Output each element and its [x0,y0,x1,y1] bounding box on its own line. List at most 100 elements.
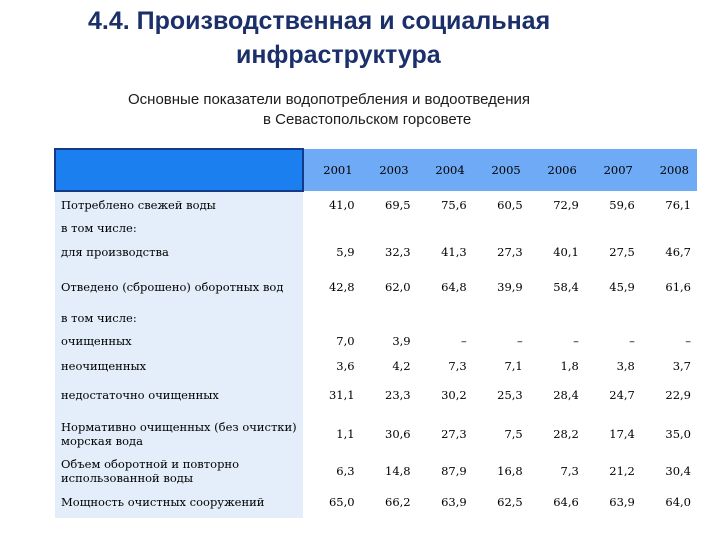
table-cell: 41,3 [441,245,467,259]
table-cell: 17,4 [609,427,635,441]
table-cell: 27,3 [441,427,467,441]
table-cell: 61,6 [665,280,691,294]
table-cell: 5,9 [336,245,355,259]
row-label: Мощность очистных сооружений [55,486,303,518]
table-cell: 23,3 [385,388,411,402]
year-header: 2003 [360,149,417,191]
indicators-table: 2001 2003 2004 2005 2006 2007 2008 Потре… [54,148,697,518]
table-cell: – [460,334,467,348]
table-cell: 64,6 [553,495,579,509]
table-cell: 76,1 [665,197,691,212]
table-row: Потреблено свежей воды 41,0 69,5 75,6 60… [55,191,697,218]
row-label: очищенных [55,328,303,354]
table-cell: 87,9 [441,464,467,478]
table-cell: 14,8 [385,464,411,478]
table-cell: 27,3 [497,245,523,259]
year-header: 2006 [528,149,585,191]
table-cell: 35,0 [665,427,691,441]
table-cell: – [629,334,635,348]
year-header: 2005 [472,149,529,191]
table-row: Мощность очистных сооружений 65,0 66,2 6… [55,486,697,518]
table-cell: – [517,334,523,348]
table-row: неочищенных 3,6 4,2 7,3 7,1 1,8 3,8 3,7 [55,354,697,378]
row-label: для производства [55,238,303,266]
table-cell: 40,1 [553,245,579,259]
slide-title-line-2: инфраструктура [236,41,441,69]
table-cell: 25,3 [497,388,523,402]
table-cell: 24,7 [609,388,635,402]
table-cell: 22,9 [665,388,691,402]
table-cell: 1,8 [560,359,579,373]
table-cell: 69,5 [385,197,411,212]
table-cell: 59,6 [609,197,635,212]
row-label: Отведено (сброшено) оборотных вод [55,266,303,308]
table-cell: 7,3 [448,359,467,373]
table-cell: 62,5 [497,495,523,509]
table-cell: 31,1 [328,388,355,402]
table-cell: 66,2 [385,495,411,509]
table-cell: 3,7 [672,359,691,373]
table-cell: 7,5 [504,427,523,441]
table-cell: 27,5 [609,245,635,259]
table-row: в том числе: [55,308,697,328]
table-cell: 7,0 [336,334,355,348]
table-caption-line-1: Основные показатели водопотребления и во… [128,91,531,108]
indicators-table-container: 2001 2003 2004 2005 2006 2007 2008 Потре… [54,148,697,532]
table-caption-line-2: в Севастопольском горсовете [263,111,472,128]
table-cell: 7,1 [504,359,523,373]
table-cell: 63,9 [441,495,467,509]
row-label: недостаточно очищенных [55,378,303,412]
row-label: неочищенных [55,354,303,378]
table-cell: 30,4 [665,464,691,478]
table-cell: 72,9 [553,197,579,212]
slide-title-line-1: 4.4. Производственная и социальная [88,7,551,35]
table-cell: 64,0 [665,495,691,509]
table-cell: 75,6 [441,197,467,212]
table-row: Нормативно очищенных (без очистки) морск… [55,412,697,456]
table-cell: 45,9 [609,280,635,294]
table-cell: – [573,334,579,348]
table-row: для производства 5,9 32,3 41,3 27,3 40,1… [55,238,697,266]
row-label: Нормативно очищенных (без очистки) морск… [55,412,303,456]
row-label: Объем оборотной и повторно использованно… [55,456,303,486]
row-label: в том числе: [55,308,303,328]
table-cell: 16,8 [497,464,523,478]
table-cell: 39,9 [497,280,523,294]
table-cell: 63,9 [609,495,635,509]
table-cell: 58,4 [553,280,579,294]
table-cell: 7,3 [560,464,579,478]
table-cell: 30,6 [385,427,411,441]
table-cell: 28,4 [553,388,579,402]
table-cell: 41,0 [328,197,355,212]
table-cell: 30,2 [441,388,467,402]
table-cell: 28,2 [553,427,579,441]
table-cell: 3,9 [392,334,411,348]
table-cell: 32,3 [385,245,411,259]
row-label: в том числе: [55,218,303,238]
table-cell: – [685,334,691,348]
table-cell: 42,8 [328,280,355,294]
table-cell: 3,8 [616,359,635,373]
row-label: Потреблено свежей воды [55,191,303,218]
table-cell: 6,3 [336,464,355,478]
table-cell: 4,2 [392,359,411,373]
table-cell: 1,1 [336,427,355,441]
table-cell: 60,5 [497,197,523,212]
year-header: 2001 [303,149,361,191]
table-row: Отведено (сброшено) оборотных вод 42,8 6… [55,266,697,308]
table-row: очищенных 7,0 3,9 – – – – – [55,328,697,354]
year-header: 2008 [640,149,697,191]
table-row: недостаточно очищенных 31,1 23,3 30,2 25… [55,378,697,412]
table-cell: 21,2 [609,464,635,478]
table-row: Объем оборотной и повторно использованно… [55,456,697,486]
year-header: 2004 [416,149,473,191]
table-cell: 65,0 [328,495,355,509]
table-cell: 64,8 [441,280,467,294]
table-cell: 3,6 [336,359,355,373]
table-cell: 46,7 [665,245,691,259]
year-header: 2007 [584,149,641,191]
table-cell: 62,0 [385,280,411,294]
table-header-corner [54,148,304,192]
table-row: в том числе: [55,218,697,238]
table-header-row: 2001 2003 2004 2005 2006 2007 2008 [54,148,697,192]
